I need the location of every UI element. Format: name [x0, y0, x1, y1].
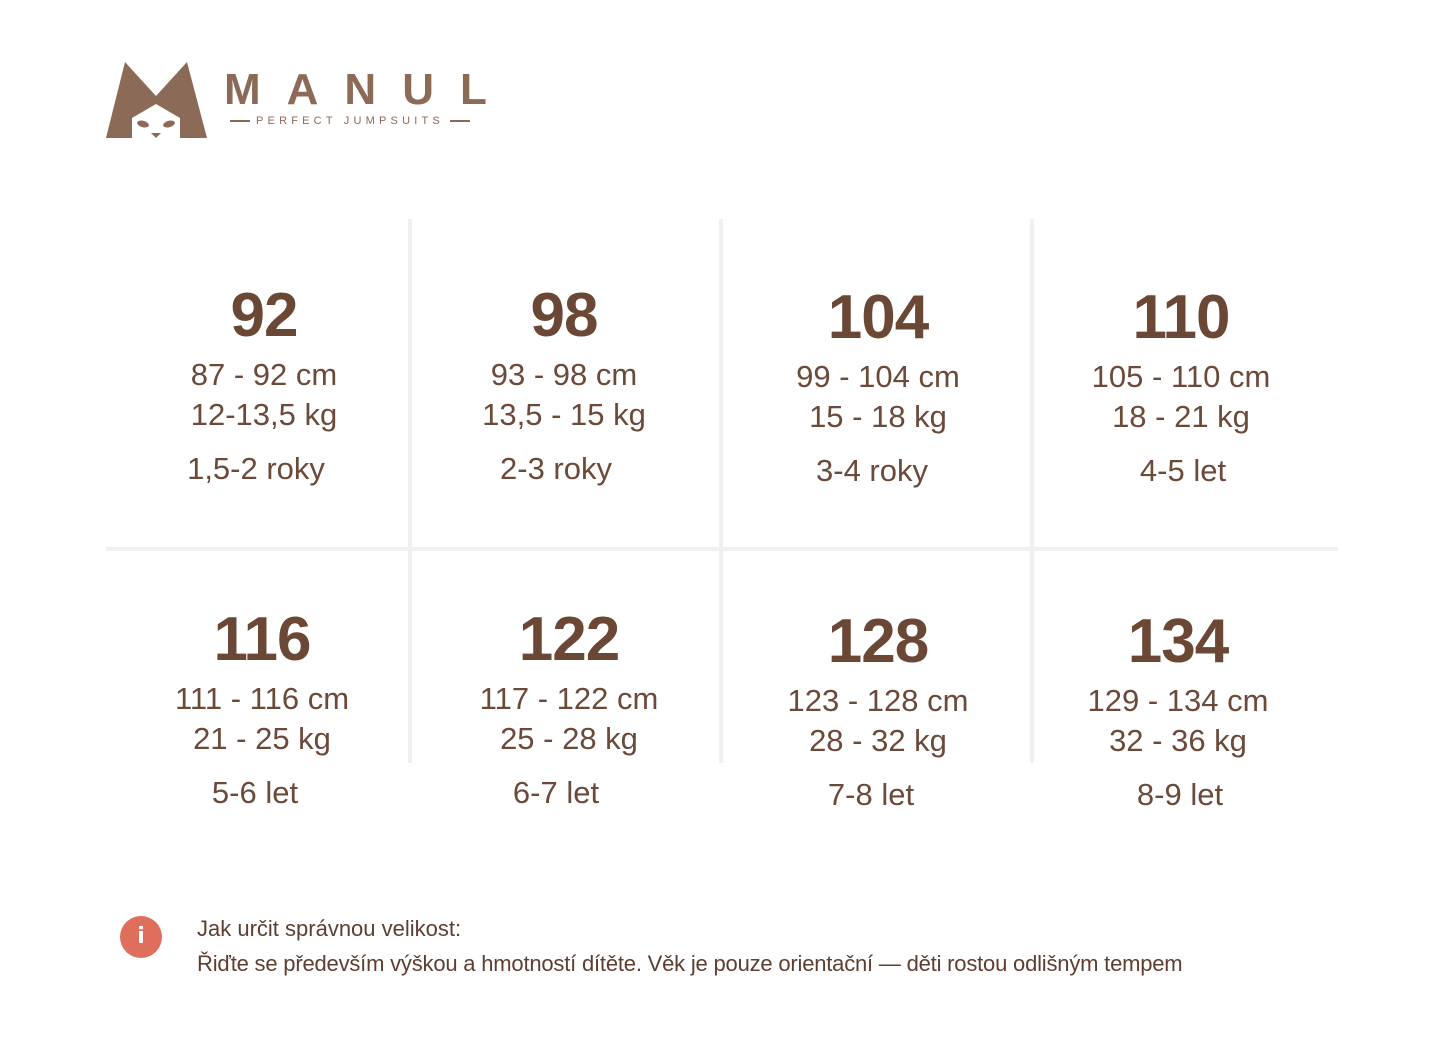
- brand-name: MANUL: [224, 65, 513, 114]
- age-range: 7-8 let: [827, 777, 915, 812]
- size-number: 104: [827, 283, 929, 352]
- age-range: 5-6 let: [211, 775, 299, 810]
- size-chart-grid: 92 87 - 92 cm 12-13,5 kg 1,5-2 roky 98 9…: [106, 219, 1338, 839]
- cat-face-m-logo-icon: [106, 62, 207, 138]
- weight-range: 15 - 18 kg: [809, 399, 947, 434]
- weight-range: 18 - 21 kg: [1112, 399, 1250, 434]
- grid-divider-vertical: [719, 219, 723, 763]
- size-cell: 104 99 - 104 cm 15 - 18 kg 3-4 roky: [728, 287, 1028, 491]
- size-number: 92: [230, 281, 299, 350]
- size-cell: 134 129 - 134 cm 32 - 36 kg 8-9 let: [1028, 611, 1328, 815]
- size-cell: 128 123 - 128 cm 28 - 32 kg 7-8 let: [728, 611, 1028, 815]
- brand-tagline-row: PERFECT JUMPSUITS: [224, 114, 476, 128]
- age-range: 1,5-2 roky: [187, 451, 325, 486]
- height-range: 123 - 128 cm: [787, 683, 969, 718]
- age-range: 3-4 roky: [816, 453, 928, 488]
- grid-divider-vertical: [408, 219, 412, 763]
- weight-range: 12-13,5 kg: [190, 397, 338, 432]
- size-cell: 92 87 - 92 cm 12-13,5 kg 1,5-2 roky: [114, 285, 414, 489]
- info-body: Řiďte se především výškou a hmotností dí…: [197, 951, 1183, 976]
- info-title: Jak určit správnou velikost:: [197, 916, 462, 941]
- tagline-rule-left: [230, 120, 250, 122]
- size-number: 128: [827, 607, 929, 676]
- height-range: 117 - 122 cm: [479, 681, 659, 716]
- size-number: 122: [518, 605, 620, 674]
- age-range: 6-7 let: [512, 775, 600, 810]
- height-range: 93 - 98 cm: [490, 357, 638, 392]
- weight-range: 25 - 28 kg: [500, 721, 638, 756]
- height-range: 105 - 110 cm: [1091, 359, 1271, 394]
- weight-range: 32 - 36 kg: [1109, 723, 1247, 758]
- height-range: 111 - 116 cm: [174, 681, 350, 716]
- height-range: 129 - 134 cm: [1087, 683, 1269, 718]
- height-range: 87 - 92 cm: [190, 357, 338, 392]
- info-icon: i: [120, 916, 162, 958]
- age-range: 8-9 let: [1136, 777, 1224, 812]
- height-range: 99 - 104 cm: [796, 359, 960, 394]
- size-cell: 116 111 - 116 cm 21 - 25 kg 5-6 let: [112, 609, 412, 813]
- size-cell: 110 105 - 110 cm 18 - 21 kg 4-5 let: [1031, 287, 1331, 491]
- brand-logo: MANUL PERFECT JUMPSUITS: [106, 60, 487, 142]
- sizing-info-note: i Jak určit správnou velikost: Řiďte se …: [120, 914, 1370, 994]
- tagline-rule-right: [449, 120, 470, 122]
- grid-divider-vertical: [1030, 219, 1034, 763]
- size-number: 110: [1132, 283, 1230, 352]
- age-range: 2-3 roky: [500, 451, 612, 486]
- weight-range: 13,5 - 15 kg: [482, 397, 646, 432]
- size-cell: 98 93 - 98 cm 13,5 - 15 kg 2-3 roky: [414, 285, 714, 489]
- weight-range: 21 - 25 kg: [193, 721, 331, 756]
- grid-divider-horizontal: [106, 547, 1338, 551]
- age-range: 4-5 let: [1139, 453, 1227, 488]
- size-cell: 122 117 - 122 cm 25 - 28 kg 6-7 let: [419, 609, 719, 813]
- brand-tagline: PERFECT JUMPSUITS: [256, 115, 444, 127]
- size-number: 98: [530, 281, 599, 350]
- size-number: 134: [1127, 607, 1229, 676]
- size-number: 116: [213, 605, 311, 674]
- weight-range: 28 - 32 kg: [809, 723, 947, 758]
